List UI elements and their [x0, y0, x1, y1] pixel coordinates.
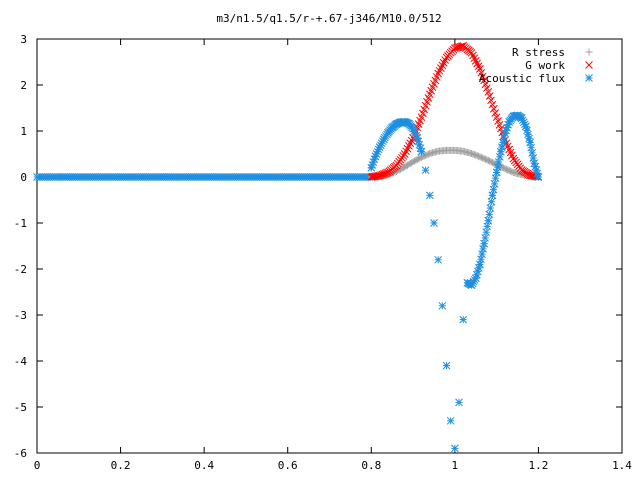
data-point	[479, 245, 487, 253]
y-tick-label: -5	[14, 401, 27, 414]
plot-frame	[36, 38, 623, 454]
data-point	[495, 153, 504, 161]
data-point	[377, 171, 385, 179]
y-tick-label: -1	[14, 217, 27, 230]
legend-label: R stress	[512, 46, 565, 59]
x-tick-label: 0	[34, 459, 41, 472]
data-point	[490, 180, 499, 188]
data-point	[378, 170, 387, 179]
x-tick-label: 0.6	[278, 459, 298, 472]
data-point	[438, 301, 447, 310]
legend-marker	[585, 74, 593, 82]
data-point	[529, 154, 538, 162]
data-point	[496, 147, 505, 156]
data-point	[491, 109, 500, 117]
data-point	[484, 88, 493, 96]
legend-label: Acoustic flux	[479, 72, 565, 85]
data-point	[477, 255, 485, 264]
data-point	[490, 104, 498, 113]
data-point	[498, 143, 506, 151]
data-point	[492, 168, 501, 177]
baseline-markers	[33, 173, 376, 181]
data-point	[425, 191, 434, 200]
data-point	[528, 148, 537, 157]
data-point	[500, 134, 508, 142]
x-tick-label: 0.4	[194, 459, 214, 472]
y-tick-label: 1	[20, 125, 27, 138]
y-tick-label: -6	[14, 447, 27, 460]
chart-title: m3/n1.5/q1.5/r-+.67-j346/M10.0/512	[216, 12, 441, 25]
data-point	[484, 216, 493, 225]
series-acoustic-flux	[367, 111, 543, 453]
legend-marker	[585, 48, 593, 56]
data-point	[451, 444, 459, 453]
data-point	[375, 171, 384, 180]
legend-marker	[585, 61, 593, 69]
data-point	[488, 100, 497, 109]
data-point	[442, 361, 451, 370]
data-point	[446, 416, 455, 425]
y-tick-label: -3	[14, 309, 27, 322]
x-tick-label: 1	[452, 459, 459, 472]
data-point	[491, 174, 500, 183]
data-point	[499, 138, 507, 147]
data-point	[417, 147, 426, 156]
y-tick-label: -4	[14, 355, 28, 368]
data-point	[493, 163, 502, 172]
data-point	[485, 210, 494, 219]
y-tick-label: 3	[20, 33, 27, 46]
data-point	[486, 204, 495, 212]
x-tick-label: 0.2	[111, 459, 131, 472]
data-point	[455, 398, 463, 407]
y-tick-label: 0	[20, 171, 27, 184]
data-point	[379, 170, 388, 178]
data-point	[527, 143, 535, 152]
x-tick-label: 0.8	[361, 459, 381, 472]
data-point	[459, 315, 468, 324]
data-point	[534, 173, 543, 181]
series-g-work	[367, 42, 543, 181]
data-point	[430, 219, 438, 227]
x-tick-label: 1.4	[612, 459, 632, 472]
data-point	[457, 42, 466, 51]
data-point	[374, 171, 383, 180]
y-tick-label: 2	[20, 79, 27, 92]
data-point	[434, 255, 442, 264]
axis-ticks: 0 0.2 0.4 0.6 0.8 1 1.2 1.4 -6 -5 -4 -3 -2 -1 0 1 2 3	[14, 33, 633, 472]
data-point	[476, 260, 484, 269]
data-point	[487, 197, 496, 206]
data-point	[526, 138, 534, 147]
data-point	[381, 169, 390, 178]
x-tick-label: 1.2	[528, 459, 548, 472]
data-point	[487, 96, 495, 105]
data-point	[485, 92, 494, 100]
data-point	[478, 250, 486, 258]
data-point	[421, 166, 430, 174]
data-point	[494, 158, 503, 166]
legend-label: G work	[525, 59, 565, 72]
chart-marks	[33, 42, 543, 453]
y-tick-label: -2	[14, 263, 27, 276]
